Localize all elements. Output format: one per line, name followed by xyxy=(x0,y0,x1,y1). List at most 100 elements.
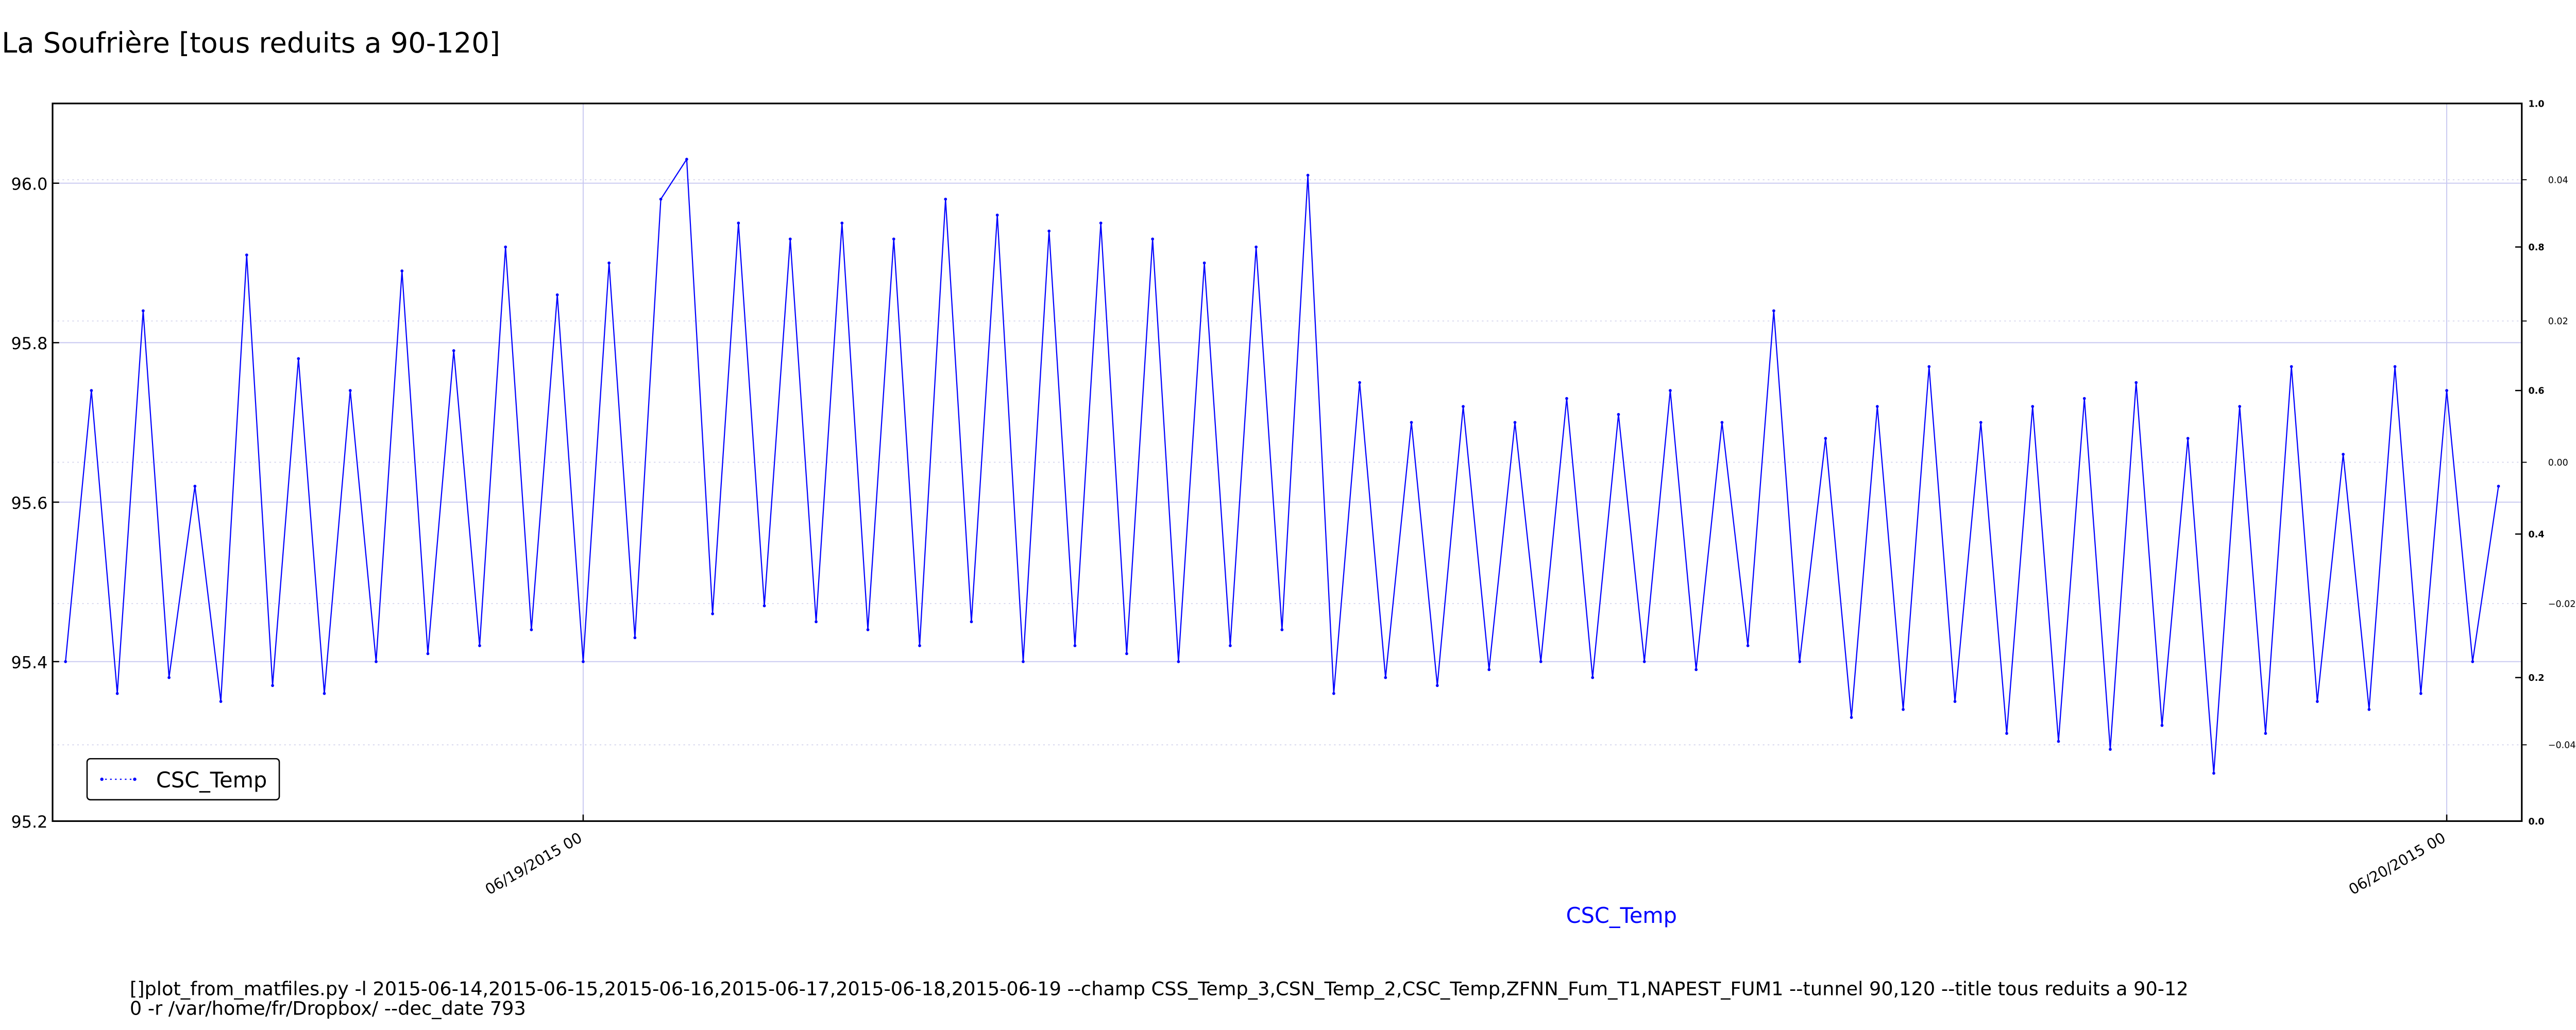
data-point xyxy=(2290,365,2293,368)
data-point xyxy=(944,197,947,201)
x-tick-label: 06/20/2015 00 xyxy=(2346,829,2449,898)
data-point xyxy=(2445,389,2448,392)
data-point xyxy=(1047,229,1051,233)
data-point xyxy=(1487,668,1491,672)
data-point xyxy=(2031,405,2035,408)
legend-swatch-point xyxy=(133,777,137,781)
footer-line: []plot_from_matfiles.py -l 2015-06-14,20… xyxy=(130,977,2189,1000)
data-point xyxy=(64,660,67,663)
data-point xyxy=(142,309,145,313)
data-point xyxy=(504,245,507,249)
data-point xyxy=(892,237,895,241)
data-point xyxy=(2134,381,2138,384)
data-point xyxy=(115,692,119,695)
y3-tick-label: 0.02 xyxy=(2548,317,2568,327)
data-point xyxy=(245,253,248,256)
data-point xyxy=(297,357,300,360)
data-point xyxy=(995,213,999,217)
data-point xyxy=(2212,771,2215,775)
data-point xyxy=(1022,660,1025,663)
data-point xyxy=(1927,365,1931,368)
legend-label: CSC_Temp xyxy=(156,768,267,793)
y-tick-label: 95.6 xyxy=(11,493,47,513)
data-point xyxy=(2264,732,2267,735)
data-point xyxy=(1720,421,1724,424)
data-point xyxy=(375,660,378,663)
data-point xyxy=(1384,676,1387,679)
data-point xyxy=(1151,237,1155,241)
legend-swatch-point xyxy=(100,777,104,781)
data-point xyxy=(1539,660,1543,663)
chart-title: La Soufrière [tous reduits a 90-120] xyxy=(2,27,500,59)
data-point xyxy=(167,676,171,679)
data-point xyxy=(1435,684,1439,688)
data-point xyxy=(1513,421,1517,424)
data-point xyxy=(2160,724,2164,727)
data-point xyxy=(1565,397,1568,400)
data-point xyxy=(1306,174,1310,177)
data-point xyxy=(2471,660,2475,663)
data-point xyxy=(2082,397,2086,400)
data-point xyxy=(607,261,611,265)
data-point xyxy=(685,158,688,161)
data-point xyxy=(582,660,585,663)
data-point xyxy=(1953,700,1957,703)
data-point xyxy=(90,389,93,392)
y3-tick-label: −0.02 xyxy=(2548,599,2576,609)
data-point xyxy=(2005,732,2008,735)
data-point xyxy=(555,293,559,297)
data-point xyxy=(788,237,792,241)
data-point xyxy=(1591,676,1595,679)
x-axis-label: CSC_Temp xyxy=(1566,903,1677,928)
y2-tick-label: 0.4 xyxy=(2529,529,2545,540)
footer-line: 0 -r /var/home/fr/Dropbox/ --dec_date 79… xyxy=(130,998,526,1020)
y2-tick-label: 0.6 xyxy=(2529,386,2545,397)
data-point xyxy=(219,700,223,703)
data-point xyxy=(452,349,455,352)
data-point xyxy=(1280,628,1284,631)
data-point xyxy=(2497,485,2500,488)
data-point xyxy=(1202,261,1206,265)
data-point xyxy=(1824,437,1827,440)
data-point xyxy=(1410,421,1413,424)
y3-tick-label: 0.04 xyxy=(2548,175,2568,185)
data-point xyxy=(815,620,818,624)
y3-tick-label: −0.04 xyxy=(2548,741,2576,751)
y2-tick-label: 0.2 xyxy=(2529,673,2545,683)
data-point xyxy=(2109,748,2112,751)
data-point xyxy=(348,389,352,392)
y-tick-label: 95.2 xyxy=(11,812,47,832)
y3-tick-label: 0.00 xyxy=(2548,458,2568,468)
data-point xyxy=(762,604,766,608)
x-tick-label: 06/19/2015 00 xyxy=(482,829,585,898)
data-point xyxy=(1875,405,1879,408)
data-point xyxy=(1177,660,1180,663)
data-point xyxy=(840,221,844,225)
data-point xyxy=(2419,692,2422,695)
y2-tick-label: 0.0 xyxy=(2529,817,2545,827)
data-point xyxy=(2342,453,2345,456)
data-point xyxy=(918,644,921,647)
data-point xyxy=(711,612,714,615)
data-point xyxy=(1746,644,1750,647)
data-point xyxy=(2393,365,2397,368)
data-point xyxy=(478,644,481,647)
data-point xyxy=(193,485,197,488)
data-point xyxy=(1229,644,1232,647)
data-point xyxy=(633,636,637,640)
y2-tick-label: 1.0 xyxy=(2529,99,2545,109)
y-tick-label: 95.8 xyxy=(11,334,47,353)
data-point xyxy=(1617,413,1620,416)
data-point xyxy=(2238,405,2242,408)
data-point xyxy=(2316,700,2319,703)
data-point xyxy=(323,692,326,695)
y2-tick-label: 0.8 xyxy=(2529,243,2545,253)
plot-frame xyxy=(52,102,2523,822)
data-point xyxy=(530,628,533,631)
y-tick-label: 96.0 xyxy=(11,174,47,194)
data-point xyxy=(2186,437,2190,440)
data-point xyxy=(1358,381,1361,384)
data-point xyxy=(1125,652,1128,656)
